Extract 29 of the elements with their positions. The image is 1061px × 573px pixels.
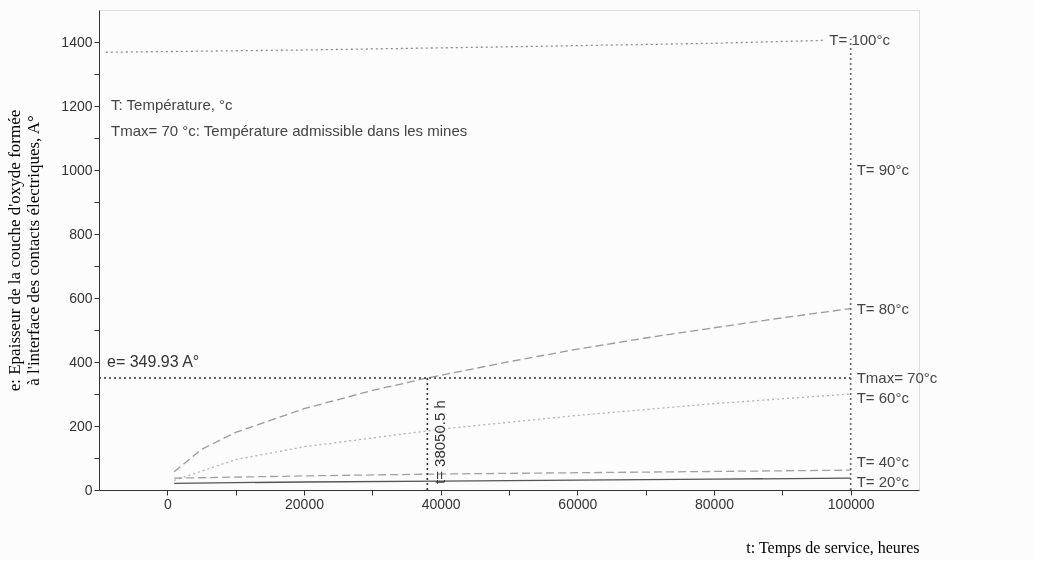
y-tick-label: 200 bbox=[69, 417, 93, 434]
y-tick-label: 600 bbox=[69, 289, 93, 306]
y-tick-label: 800 bbox=[69, 225, 93, 242]
annotation: Tmax= 70 °c: Température admissible dans les mines bbox=[111, 122, 468, 139]
line-series bbox=[105, 39, 824, 53]
annotation: T= 90°c bbox=[856, 161, 910, 178]
x-tick-label: 20000 bbox=[285, 495, 325, 512]
series-label: T= 40°c bbox=[856, 453, 910, 470]
y-tick-label: 0 bbox=[84, 481, 93, 498]
series-label: T= 60°c bbox=[856, 389, 910, 407]
x-tick-label: 0 bbox=[163, 495, 172, 512]
ref-line-label: t= 38050.5 h bbox=[431, 400, 449, 484]
y-tick-label: 1200 bbox=[61, 97, 93, 114]
y-axis-title: e: Epaisseur de la couche d'oxyde formée à l'interface des contacts électriques, A° bbox=[5, 109, 44, 392]
x-tick-label: 80000 bbox=[695, 495, 735, 512]
series-label: T= 80°c bbox=[856, 299, 910, 317]
ref-line-label: e= 349.93 A° bbox=[107, 353, 200, 371]
x-tick-label: 60000 bbox=[558, 495, 598, 512]
y-tick-label: 1400 bbox=[61, 33, 93, 50]
y-tick-label: 1000 bbox=[61, 161, 93, 178]
line-series bbox=[173, 393, 852, 482]
x-axis-title: t: Temps de service, heures bbox=[746, 538, 920, 557]
x-tick-label: 40000 bbox=[421, 495, 461, 512]
series-label: T= 20°c bbox=[856, 473, 910, 490]
x-tick-label: 100000 bbox=[827, 495, 875, 512]
annotation: Tmax= 70°c bbox=[856, 369, 938, 387]
annotation: T: Température, °c bbox=[111, 96, 234, 113]
series-label: T= 100°c bbox=[829, 31, 891, 49]
y-tick-label: 400 bbox=[69, 353, 93, 370]
